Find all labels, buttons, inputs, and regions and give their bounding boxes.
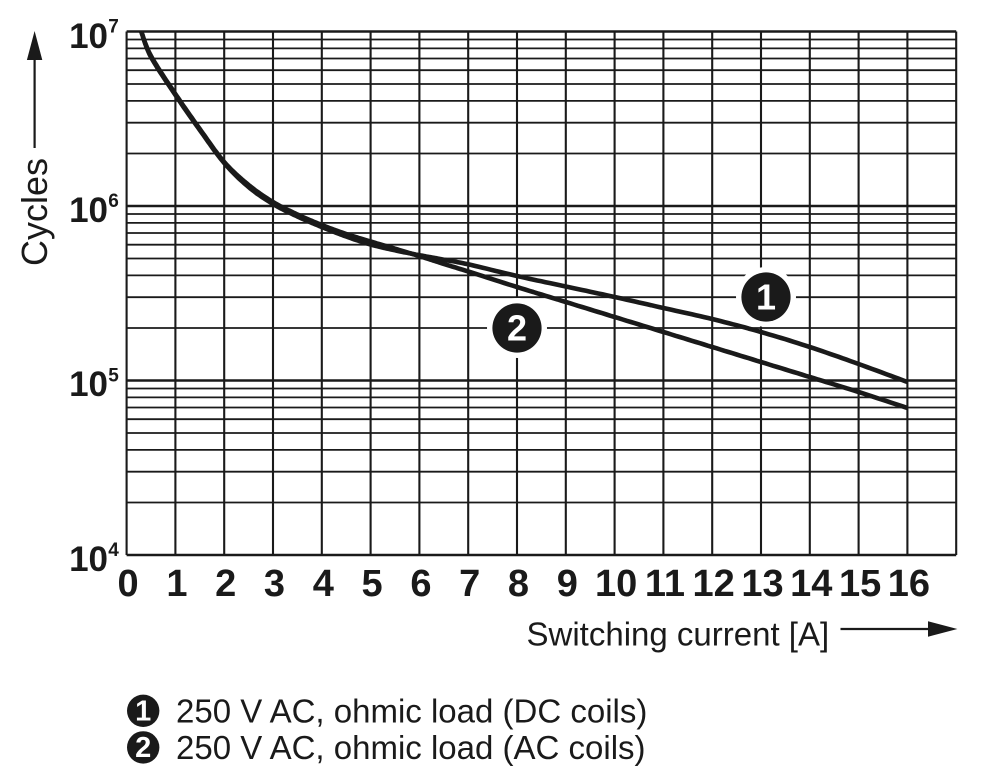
svg-text:5: 5 — [108, 366, 119, 387]
svg-text:10: 10 — [69, 17, 108, 56]
svg-text:2: 2 — [135, 732, 151, 764]
svg-text:Cycles: Cycles — [14, 158, 55, 266]
svg-text:1: 1 — [135, 696, 151, 728]
svg-text:12: 12 — [693, 563, 735, 605]
svg-text:3: 3 — [264, 563, 285, 605]
svg-text:Switching current [A]: Switching current [A] — [527, 616, 830, 653]
svg-text:5: 5 — [362, 563, 383, 605]
svg-text:4: 4 — [313, 563, 334, 605]
svg-text:6: 6 — [410, 563, 431, 605]
svg-text:7: 7 — [108, 17, 119, 38]
svg-text:16: 16 — [888, 563, 930, 605]
svg-text:1: 1 — [166, 563, 187, 605]
svg-text:7: 7 — [459, 563, 480, 605]
svg-text:0: 0 — [118, 563, 139, 605]
svg-text:250 V AC, ohmic load (AC coils: 250 V AC, ohmic load (AC coils) — [176, 729, 646, 766]
svg-text:10: 10 — [69, 191, 108, 230]
svg-text:9: 9 — [557, 563, 578, 605]
svg-text:6: 6 — [108, 191, 119, 212]
svg-text:15: 15 — [839, 563, 881, 605]
svg-text:11: 11 — [645, 563, 685, 605]
svg-text:10: 10 — [595, 563, 637, 605]
svg-text:1: 1 — [756, 277, 776, 318]
svg-text:2: 2 — [507, 308, 527, 349]
svg-text:10: 10 — [69, 365, 108, 404]
svg-text:250 V AC, ohmic load (DC coils: 250 V AC, ohmic load (DC coils) — [176, 693, 647, 730]
svg-text:8: 8 — [508, 563, 529, 605]
svg-text:13: 13 — [741, 563, 783, 605]
svg-text:14: 14 — [790, 563, 832, 605]
svg-text:10: 10 — [69, 540, 108, 579]
svg-text:2: 2 — [215, 563, 236, 605]
svg-text:4: 4 — [108, 540, 119, 561]
